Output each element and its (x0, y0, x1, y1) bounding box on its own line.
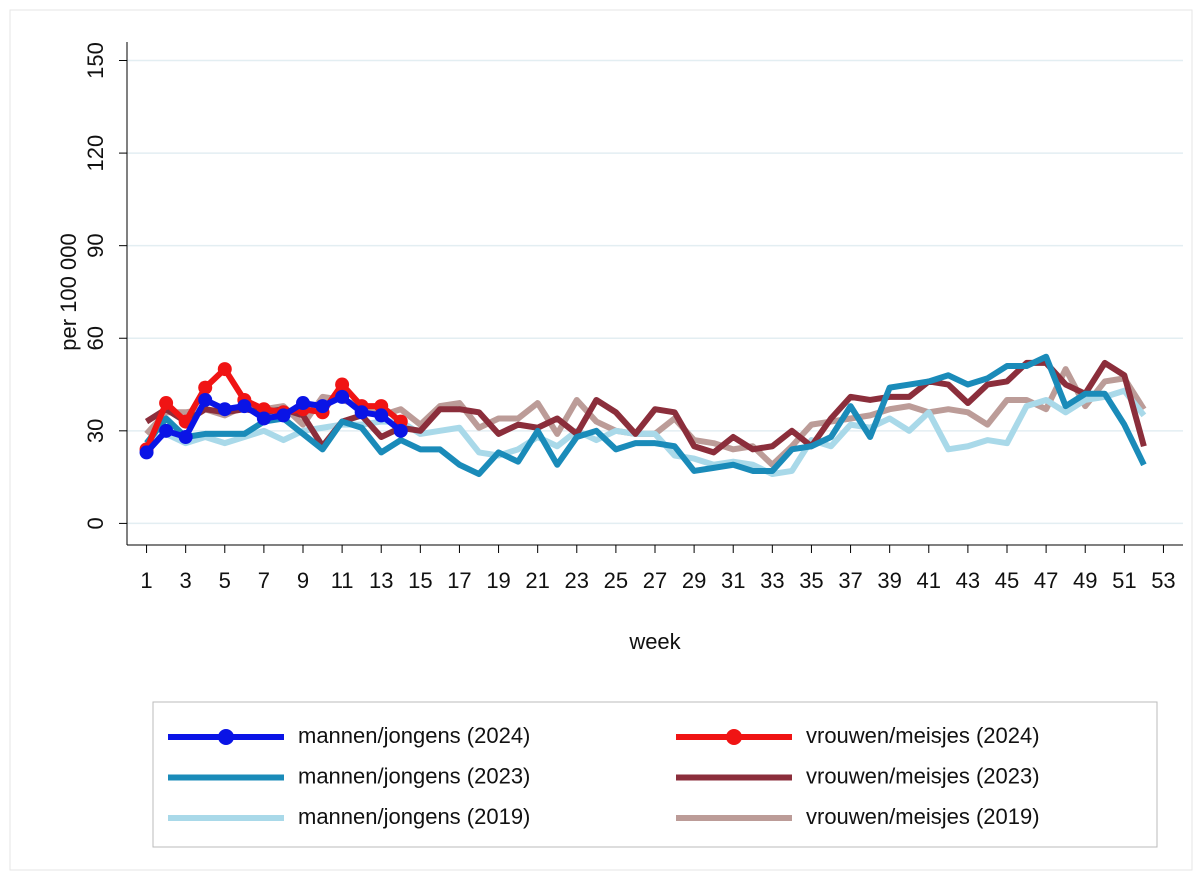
x-tick-label: 27 (643, 568, 667, 593)
x-tick-label: 45 (995, 568, 1019, 593)
y-tick-label: 90 (83, 233, 108, 257)
legend-marker (218, 729, 234, 745)
series-marker (374, 408, 389, 423)
x-tick-label: 13 (369, 568, 393, 593)
x-tick-label: 11 (331, 568, 354, 593)
x-tick-label: 9 (297, 568, 309, 593)
series-marker (256, 411, 271, 426)
series-marker (315, 399, 330, 414)
series-marker (217, 402, 232, 417)
x-tick-label: 19 (486, 568, 510, 593)
series-marker (335, 389, 350, 404)
y-axis-label: per 100 000 (56, 233, 81, 350)
x-tick-label: 49 (1073, 568, 1097, 593)
x-tick-label: 39 (877, 568, 901, 593)
x-tick-label: 37 (838, 568, 862, 593)
series-marker (393, 423, 408, 438)
x-tick-label: 23 (565, 568, 589, 593)
x-tick-label: 53 (1151, 568, 1175, 593)
series-marker (139, 445, 154, 460)
series-marker (296, 396, 310, 411)
series-marker (198, 392, 213, 407)
x-tick-label: 47 (1034, 568, 1058, 593)
x-tick-label: 33 (760, 568, 784, 593)
legend-label: vrouwen/meisjes (2024) (806, 723, 1040, 748)
series-marker (217, 362, 232, 377)
legend-label: vrouwen/meisjes (2023) (806, 763, 1040, 788)
series-marker (159, 423, 174, 438)
series-marker (354, 405, 369, 420)
series-marker (237, 399, 252, 414)
series-marker (335, 377, 350, 392)
x-tick-label: 1 (140, 568, 152, 593)
x-tick-label: 17 (447, 568, 471, 593)
x-tick-label: 5 (219, 568, 231, 593)
x-tick-label: 31 (721, 568, 745, 593)
legend-label: vrouwen/meisjes (2019) (806, 804, 1040, 829)
legend-marker (726, 729, 742, 745)
legend-label: mannen/jongens (2023) (298, 763, 530, 788)
y-tick-label: 0 (83, 517, 108, 529)
x-tick-label: 43 (956, 568, 980, 593)
x-tick-label: 7 (258, 568, 270, 593)
x-tick-label: 21 (525, 568, 549, 593)
x-tick-label: 29 (682, 568, 706, 593)
series-marker (178, 429, 193, 444)
series-line (144, 359, 1147, 456)
x-tick-label: 51 (1112, 568, 1136, 593)
legend-label: mannen/jongens (2024) (298, 723, 530, 748)
x-tick-label: 25 (604, 568, 628, 593)
x-tick-label: 3 (180, 568, 192, 593)
x-axis-label: week (628, 629, 681, 654)
y-tick-label: 30 (83, 419, 108, 443)
series-line (144, 353, 1147, 478)
x-tick-label: 15 (408, 568, 432, 593)
y-tick-label: 60 (83, 326, 108, 350)
y-tick-label: 150 (83, 42, 108, 79)
x-tick-label: 41 (917, 568, 941, 593)
series-marker (198, 380, 213, 395)
legend-label: mannen/jongens (2019) (298, 804, 530, 829)
series-marker (276, 408, 291, 423)
legend-box (152, 701, 1158, 848)
y-tick-label: 120 (83, 135, 108, 172)
x-tick-label: 35 (799, 568, 823, 593)
series-marker (159, 396, 174, 411)
chart-border (9, 9, 1193, 871)
